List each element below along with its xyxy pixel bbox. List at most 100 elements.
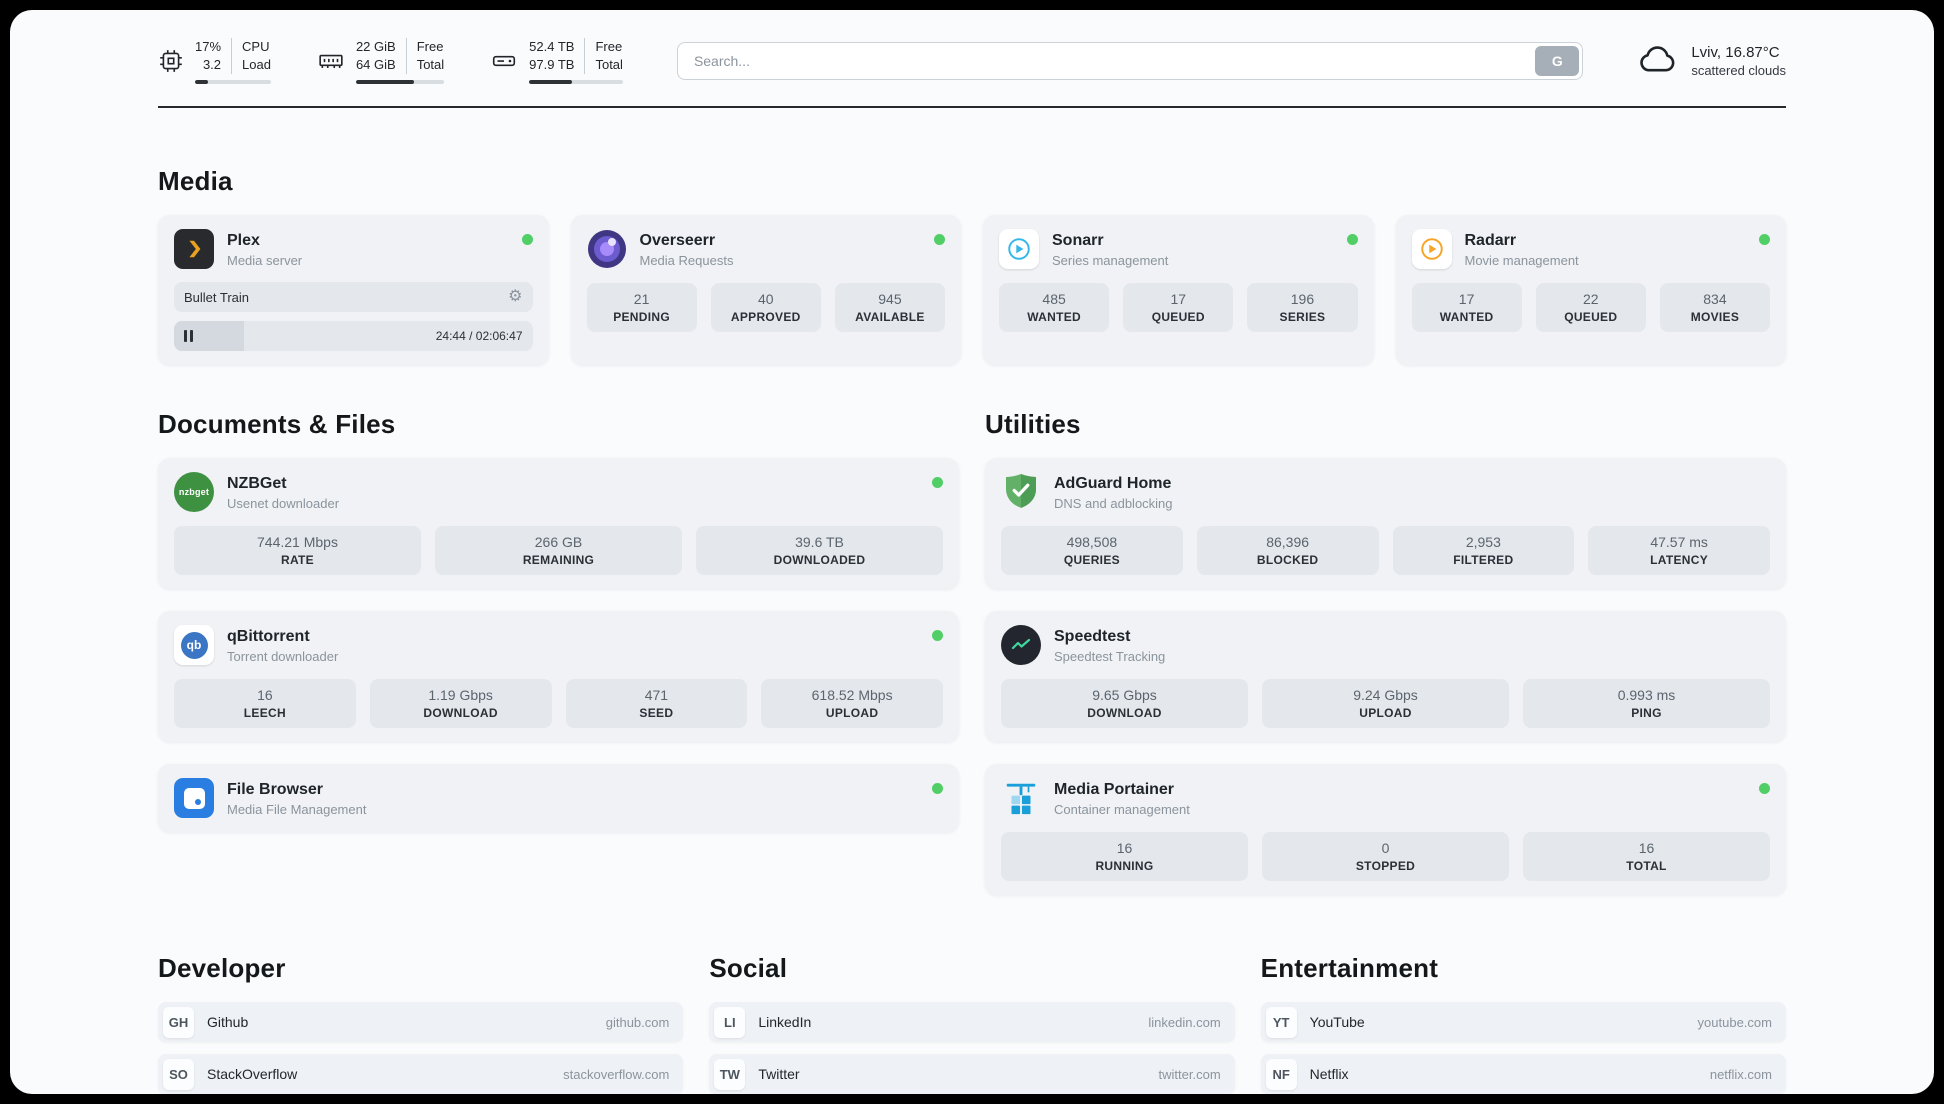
search-engine-button[interactable]: G bbox=[1535, 46, 1580, 77]
stat-pending: 21 PENDING bbox=[586, 283, 697, 333]
bookmark-url: netflix.com bbox=[1709, 1066, 1772, 1082]
dashboard-panel: 17% 3.2 CPU Load bbox=[10, 10, 1934, 1094]
weather-condition: scattered clouds bbox=[1691, 63, 1786, 79]
cpu-monitor: 17% 3.2 CPU Load bbox=[158, 38, 271, 85]
weather-location: Lviv, 16.87°C bbox=[1691, 44, 1780, 62]
app-card-qbittorrent[interactable]: qb qBittorrent Torrent downloader bbox=[158, 611, 959, 743]
section-title-entertainment: Entertainment bbox=[1260, 953, 1439, 984]
app-card-filebrowser[interactable]: File Browser Media File Management bbox=[158, 764, 959, 833]
stat-download: 9.65 Gbps DOWNLOAD bbox=[1001, 679, 1248, 729]
bookmark-abbr: SO bbox=[163, 1058, 194, 1090]
portainer-icon bbox=[1001, 778, 1041, 818]
app-card-overseerr[interactable]: Overseerr Media Requests 21 PENDING bbox=[570, 215, 961, 366]
bookmark-name: LinkedIn bbox=[758, 1014, 812, 1031]
bookmark-youtube[interactable]: YT YouTube youtube.com bbox=[1260, 1002, 1786, 1043]
stat-rate: 744.21 Mbps RATE bbox=[174, 526, 421, 576]
stat-queries: 498,508 QUERIES bbox=[1001, 526, 1183, 576]
stat-ping: 0.993 ms PING bbox=[1523, 679, 1770, 729]
cpu-progress-fill bbox=[195, 80, 208, 85]
app-name: File Browser bbox=[227, 780, 324, 798]
app-subtitle: Container management bbox=[1054, 801, 1190, 817]
app-name: AdGuard Home bbox=[1054, 474, 1172, 492]
cloud-icon bbox=[1637, 43, 1679, 80]
status-dot bbox=[521, 234, 533, 246]
disk-progress-fill bbox=[529, 80, 573, 85]
section-title-developer: Developer bbox=[158, 953, 286, 984]
app-card-nzbget[interactable]: nzbget NZBGet Usenet downloader bbox=[158, 458, 959, 590]
status-dot bbox=[932, 630, 943, 642]
ram-free: 22 GiB bbox=[355, 39, 396, 54]
bookmark-column-social: Social LI LinkedIn linkedin.com TW Twitt… bbox=[709, 953, 1235, 1094]
stat-queued: 22 QUEUED bbox=[1535, 283, 1646, 333]
ram-label-total: Total bbox=[416, 57, 445, 73]
stat-approved: 40 APPROVED bbox=[710, 283, 821, 333]
bookmark-linkedin[interactable]: LI LinkedIn linkedin.com bbox=[709, 1002, 1235, 1043]
app-name: Radarr bbox=[1464, 231, 1517, 249]
header-divider bbox=[158, 106, 1786, 109]
nzbget-icon: nzbget bbox=[174, 472, 214, 513]
adguard-icon bbox=[1001, 472, 1041, 512]
sonarr-icon bbox=[999, 229, 1039, 270]
cpu-icon bbox=[158, 48, 184, 74]
section-title-documents: Documents & Files bbox=[158, 409, 396, 440]
app-subtitle: Speedtest Tracking bbox=[1054, 648, 1166, 664]
search-input[interactable] bbox=[676, 42, 1584, 81]
top-bar: 17% 3.2 CPU Load bbox=[158, 38, 1786, 85]
stat-filtered: 2,953 FILTERED bbox=[1392, 526, 1575, 576]
speedtest-icon bbox=[1001, 625, 1041, 666]
status-dot bbox=[1346, 234, 1358, 246]
bookmark-netflix[interactable]: NF Netflix netflix.com bbox=[1260, 1054, 1786, 1094]
ram-label-free: Free bbox=[416, 39, 444, 54]
system-monitors: 17% 3.2 CPU Load bbox=[158, 38, 623, 85]
app-card-speedtest[interactable]: Speedtest Speedtest Tracking 9.65 Gbps D… bbox=[985, 611, 1786, 743]
stat-upload: 9.24 Gbps UPLOAD bbox=[1262, 679, 1509, 729]
disk-total: 97.9 TB bbox=[529, 57, 575, 73]
app-subtitle: Media Requests bbox=[639, 252, 734, 268]
player-progress-bar[interactable]: 24:44 / 02:06:47 bbox=[174, 321, 533, 352]
pause-icon[interactable] bbox=[184, 330, 193, 343]
app-subtitle: Torrent downloader bbox=[227, 648, 339, 664]
ram-total: 64 GiB bbox=[355, 57, 396, 73]
column-documents: Documents & Files nzbget NZBGet Usenet d… bbox=[158, 409, 959, 895]
app-name: Sonarr bbox=[1052, 231, 1104, 249]
app-name: qBittorrent bbox=[227, 627, 310, 645]
status-dot bbox=[1759, 783, 1770, 795]
stat-leech: 16 LEECH bbox=[174, 679, 356, 729]
section-bookmarks: Developer GH Github github.com SO StackO… bbox=[158, 953, 1786, 1094]
disk-free: 52.4 TB bbox=[529, 39, 575, 54]
app-subtitle: DNS and adblocking bbox=[1054, 495, 1173, 511]
gear-icon[interactable]: ⚙ bbox=[508, 288, 523, 306]
stat-wanted: 485 WANTED bbox=[999, 283, 1110, 333]
bookmark-name: Twitter bbox=[758, 1066, 800, 1083]
stat-stopped: 0 STOPPED bbox=[1262, 832, 1509, 882]
now-playing-row: Bullet Train ⚙ bbox=[174, 282, 533, 313]
plex-icon bbox=[174, 229, 214, 270]
stat-wanted: 17 WANTED bbox=[1411, 283, 1522, 333]
stat-blocked: 86,396 BLOCKED bbox=[1196, 526, 1379, 576]
stat-downloaded: 39.6 TB DOWNLOADED bbox=[696, 526, 943, 576]
filebrowser-icon bbox=[174, 778, 214, 819]
status-dot bbox=[932, 477, 943, 489]
bookmark-stackoverflow[interactable]: SO StackOverflow stackoverflow.com bbox=[158, 1054, 684, 1094]
bookmark-abbr: GH bbox=[163, 1006, 194, 1038]
section-middle: Documents & Files nzbget NZBGet Usenet d… bbox=[158, 409, 1786, 896]
app-card-radarr[interactable]: Radarr Movie management 17 WANTED 2 bbox=[1395, 215, 1786, 366]
bookmark-github[interactable]: GH Github github.com bbox=[158, 1002, 684, 1043]
app-subtitle: Usenet downloader bbox=[227, 495, 340, 511]
app-card-sonarr[interactable]: Sonarr Series management 485 WANTED bbox=[983, 215, 1374, 366]
app-subtitle: Movie management bbox=[1464, 252, 1579, 268]
bookmark-name: Github bbox=[207, 1014, 249, 1031]
bookmark-twitter[interactable]: TW Twitter twitter.com bbox=[709, 1054, 1235, 1094]
app-subtitle: Series management bbox=[1052, 252, 1169, 268]
app-card-portainer[interactable]: Media Portainer Container management 16 … bbox=[985, 764, 1786, 896]
stat-running: 16 RUNNING bbox=[1001, 832, 1248, 882]
disk-progress-bar bbox=[529, 80, 623, 85]
stat-upload: 618.52 Mbps UPLOAD bbox=[761, 679, 943, 729]
ram-progress-bar bbox=[355, 80, 445, 85]
stat-remaining: 266 GB REMAINING bbox=[435, 526, 682, 576]
app-card-plex[interactable]: Plex Media server Bullet Train ⚙ bbox=[158, 215, 549, 366]
app-card-adguard[interactable]: AdGuard Home DNS and adblocking 498,508 … bbox=[985, 458, 1786, 590]
search-bar: G bbox=[676, 42, 1584, 81]
cpu-value: 3.2 bbox=[202, 57, 222, 73]
